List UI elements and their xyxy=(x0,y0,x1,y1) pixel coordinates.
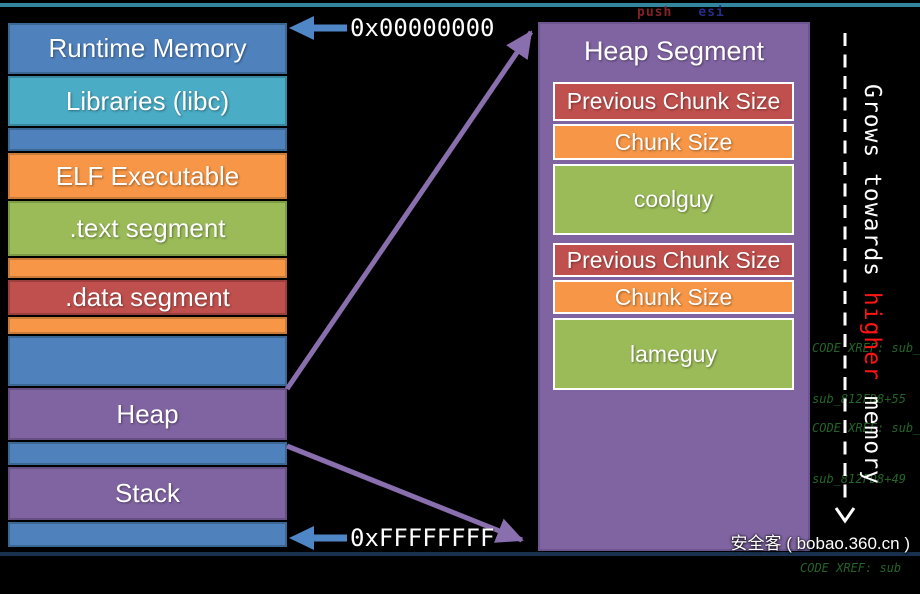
memory-segment-elf-executable: ELF Executable xyxy=(8,153,287,199)
heap-segment-panel: Heap Segment Previous Chunk Size Chunk S… xyxy=(538,22,810,551)
runtime-memory-column: Runtime Memory Libraries (libc) ELF Exec… xyxy=(8,23,287,547)
memory-segment-spacer xyxy=(8,128,287,151)
growth-text-after: memory xyxy=(859,380,885,485)
growth-text-before: Grows towards xyxy=(859,84,885,292)
chunk-label: lameguy xyxy=(630,340,717,367)
bottom-border-line xyxy=(0,552,920,556)
heap-segment-title: Heap Segment xyxy=(583,36,765,66)
address-arrow-high xyxy=(289,526,347,550)
growth-dashed-arrow xyxy=(834,33,856,524)
memory-segment-spacer xyxy=(8,336,287,386)
growth-direction-label: Grows towards higher memory xyxy=(859,84,885,485)
chunk-label: Chunk Size xyxy=(614,283,733,310)
memory-segment-heap: Heap xyxy=(8,388,287,440)
growth-highlight: higher xyxy=(859,291,885,381)
heap-chunk-size: Chunk Size xyxy=(553,280,794,314)
background-disassembly-text: push esi xyxy=(637,5,725,20)
segment-label: ELF Executable xyxy=(55,160,240,191)
segment-label: Heap xyxy=(116,398,179,429)
memory-segment-spacer xyxy=(8,317,287,334)
heap-zoom-line-top xyxy=(284,30,534,391)
top-border-line xyxy=(0,3,920,7)
memory-segment-libraries: Libraries (libc) xyxy=(8,76,287,126)
memory-segment-spacer xyxy=(8,522,287,547)
segment-label: Libraries (libc) xyxy=(65,85,230,116)
address-high-label: 0xFFFFFFFF xyxy=(350,524,495,552)
memory-segment-spacer xyxy=(8,258,287,278)
memory-segment-text: .text segment xyxy=(8,201,287,256)
heap-chunk-stack: Previous Chunk Size Chunk Size coolguy P… xyxy=(553,82,794,390)
heap-chunk-size: Chunk Size xyxy=(553,124,794,160)
address-arrow-low xyxy=(289,16,347,40)
heap-chunk-coolguy: coolguy xyxy=(553,164,794,235)
segment-label: .text segment xyxy=(69,213,226,243)
heap-chunk-lameguy: lameguy xyxy=(553,318,794,390)
memory-layout-diagram: { "runtime_memory": { "segments": [ { "l… xyxy=(0,3,920,575)
address-low-label: 0x00000000 xyxy=(350,14,495,42)
memory-segment-data: .data segment xyxy=(8,280,287,315)
segment-label: Runtime Memory xyxy=(48,33,247,63)
disasm-operand: esi xyxy=(698,5,725,20)
xref-line: CODE XREF: sub xyxy=(800,561,902,575)
heap-chunk-prev-size: Previous Chunk Size xyxy=(553,243,794,277)
chunk-label: Previous Chunk Size xyxy=(566,88,781,114)
disasm-opcode: push xyxy=(637,5,673,20)
chunk-label: coolguy xyxy=(633,186,714,212)
watermark: 安全客 ( bobao.360.cn ) xyxy=(730,534,910,553)
segment-label: .data segment xyxy=(65,282,230,312)
chunk-label: Chunk Size xyxy=(614,128,733,155)
segment-label: Stack xyxy=(114,478,181,508)
memory-segment-spacer xyxy=(8,442,287,465)
memory-segment-runtime-memory: Runtime Memory xyxy=(8,23,287,74)
memory-segment-stack: Stack xyxy=(8,467,287,520)
chunk-label: Previous Chunk Size xyxy=(566,246,781,273)
heap-chunk-prev-size: Previous Chunk Size xyxy=(553,82,794,121)
